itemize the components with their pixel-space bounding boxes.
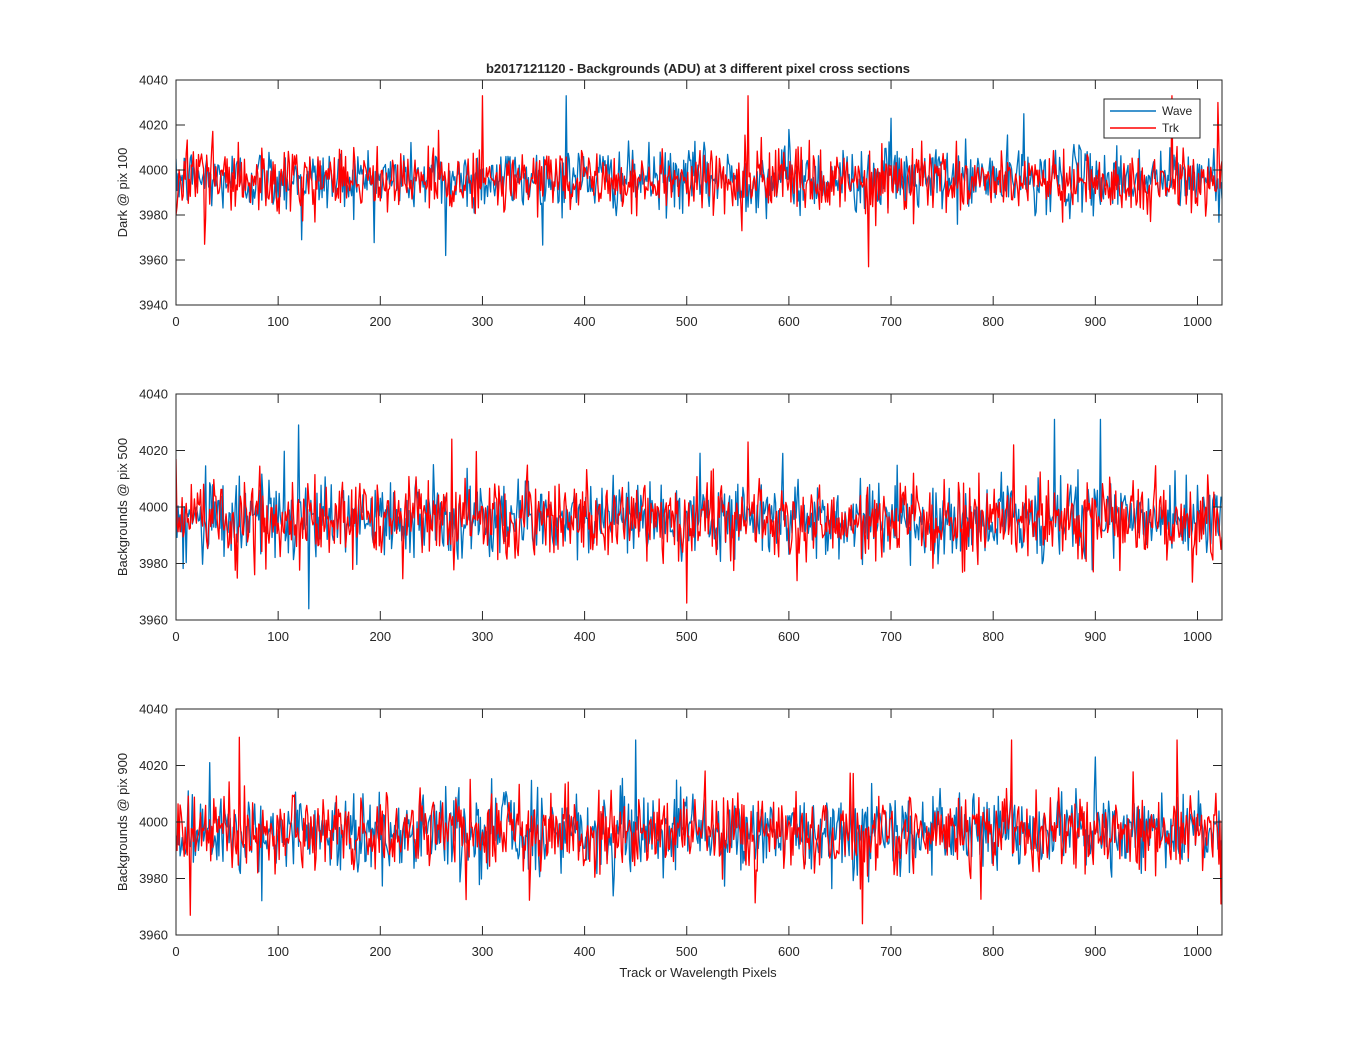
y-tick-label: 4040 bbox=[139, 387, 168, 402]
x-tick-label: 800 bbox=[982, 629, 1004, 644]
x-tick-label: 300 bbox=[472, 629, 494, 644]
series-line-wave bbox=[176, 95, 1222, 257]
x-tick-label: 500 bbox=[676, 629, 698, 644]
y-tick-label: 4020 bbox=[139, 758, 168, 773]
x-tick-label: 400 bbox=[574, 314, 596, 329]
y-tick-label: 3980 bbox=[139, 556, 168, 571]
x-tick-label: 900 bbox=[1084, 314, 1106, 329]
x-tick-label: 0 bbox=[172, 314, 179, 329]
axes-2: 0 100 200 300 400 500 600 700 800 900 1000 3960 3980… bbox=[115, 387, 1223, 644]
x-tick-label: 400 bbox=[574, 944, 596, 959]
x-tick-label: 100 bbox=[267, 314, 289, 329]
x-tick-label: 900 bbox=[1084, 944, 1106, 959]
y-tick-label: 3960 bbox=[139, 613, 168, 628]
y-tick-label: 4000 bbox=[139, 500, 168, 515]
x-tick-label: 400 bbox=[574, 629, 596, 644]
y-axis-label: Backgrounds @ pix 900 bbox=[115, 753, 130, 891]
series-line-trk bbox=[176, 438, 1222, 604]
axes-container: 0 100 200 300 400 500 600 700 800 900 100039403960… bbox=[115, 73, 1223, 959]
x-tick-label: 200 bbox=[369, 314, 391, 329]
x-tick-label: 1000 bbox=[1183, 314, 1212, 329]
x-tick-label: 800 bbox=[982, 944, 1004, 959]
axes-3: 0 100 200 300 400 500 600 700 800 900 1000 3960 3980… bbox=[115, 702, 1223, 959]
x-tick-label: 0 bbox=[172, 629, 179, 644]
x-tick-label: 500 bbox=[676, 314, 698, 329]
legend-box bbox=[1103, 98, 1201, 139]
y-tick-label: 4020 bbox=[139, 118, 168, 133]
x-tick-label: 700 bbox=[880, 314, 902, 329]
x-tick-label: 200 bbox=[369, 944, 391, 959]
x-tick-label: 600 bbox=[778, 944, 800, 959]
x-tick-label: 600 bbox=[778, 629, 800, 644]
y-tick-label: 4000 bbox=[139, 815, 168, 830]
x-tick-label: 800 bbox=[982, 314, 1004, 329]
y-tick-label: 4040 bbox=[139, 73, 168, 88]
axes-frame bbox=[175, 79, 1223, 306]
series-line-wave bbox=[176, 739, 1222, 902]
x-tick-label: 100 bbox=[267, 944, 289, 959]
x-tick-label: 1000 bbox=[1183, 944, 1212, 959]
y-tick-label: 4000 bbox=[139, 163, 168, 178]
y-tick-label: 3980 bbox=[139, 208, 168, 223]
series-line-trk bbox=[176, 736, 1222, 925]
x-tick-label: 700 bbox=[880, 944, 902, 959]
y-tick-label: 4040 bbox=[139, 702, 168, 717]
y-tick-label: 3980 bbox=[139, 871, 168, 886]
x-tick-label: 700 bbox=[880, 629, 902, 644]
y-tick-label: 4020 bbox=[139, 443, 168, 458]
x-tick-label: 300 bbox=[472, 314, 494, 329]
x-tick-label: 100 bbox=[267, 629, 289, 644]
series-line-trk bbox=[176, 95, 1222, 268]
axes-1: 0 100 200 300 400 500 600 700 800 900 1000 3940 3960… bbox=[115, 73, 1223, 329]
x-tick-label: 300 bbox=[472, 944, 494, 959]
x-tick-label: 900 bbox=[1084, 629, 1106, 644]
legend: Wave Trk bbox=[1103, 98, 1201, 139]
x-tick-label: 600 bbox=[778, 314, 800, 329]
y-axis-label: Dark @ pix 100 bbox=[115, 148, 130, 238]
y-tick-label: 3960 bbox=[139, 253, 168, 268]
x-tick-label: 200 bbox=[369, 629, 391, 644]
y-axis-label: Backgrounds @ pix 500 bbox=[115, 438, 130, 576]
x-axis-label: Track or Wavelength Pixels bbox=[619, 965, 777, 980]
legend-label-trk: Trk bbox=[1162, 121, 1180, 135]
x-tick-label: 0 bbox=[172, 944, 179, 959]
figure-title: b2017121120 - Backgrounds (ADU) at 3 dif… bbox=[486, 61, 910, 76]
y-tick-label: 3940 bbox=[139, 298, 168, 313]
legend-label-wave: Wave bbox=[1162, 104, 1193, 118]
x-tick-label: 1000 bbox=[1183, 629, 1212, 644]
x-tick-label: 500 bbox=[676, 944, 698, 959]
y-tick-label: 3960 bbox=[139, 928, 168, 943]
